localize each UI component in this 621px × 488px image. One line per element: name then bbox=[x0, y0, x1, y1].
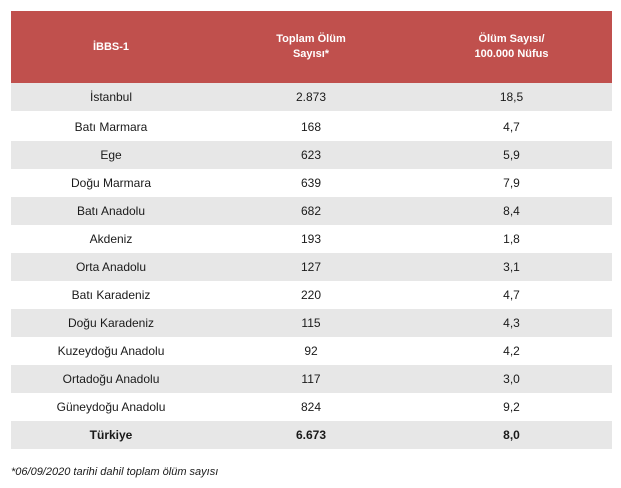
cell-rate: 3,0 bbox=[411, 365, 612, 393]
cell-region: Akdeniz bbox=[11, 225, 211, 253]
table-row: Kuzeydoğu Anadolu 92 4,2 bbox=[11, 337, 612, 365]
cell-deaths: 127 bbox=[211, 253, 411, 281]
table-row: Batı Karadeniz 220 4,7 bbox=[11, 281, 612, 309]
deaths-by-region-table: İBBS-1 Toplam Ölüm Sayısı* Ölüm Sayısı/ … bbox=[11, 11, 612, 449]
table-row: Batı Anadolu 682 8,4 bbox=[11, 197, 612, 225]
total-rate: 8,0 bbox=[411, 421, 612, 449]
header-total-deaths-line2: Sayısı* bbox=[292, 48, 330, 60]
cell-rate: 4,2 bbox=[411, 337, 612, 365]
cell-rate: 4,7 bbox=[411, 281, 612, 309]
cell-region: Ortadoğu Anadolu bbox=[11, 365, 211, 393]
cell-region: Kuzeydoğu Anadolu bbox=[11, 337, 211, 365]
table-body: İstanbul 2.873 18,5 Batı Marmara 168 4,7… bbox=[11, 83, 612, 449]
cell-rate: 5,9 bbox=[411, 141, 612, 169]
cell-deaths: 117 bbox=[211, 365, 411, 393]
table-row: Ege 623 5,9 bbox=[11, 141, 612, 169]
table-row: Doğu Marmara 639 7,9 bbox=[11, 169, 612, 197]
cell-rate: 1,8 bbox=[411, 225, 612, 253]
cell-region: Ege bbox=[11, 141, 211, 169]
table-row: Ortadoğu Anadolu 117 3,0 bbox=[11, 365, 612, 393]
cell-region: Orta Anadolu bbox=[11, 253, 211, 281]
cell-region: Doğu Karadeniz bbox=[11, 309, 211, 337]
cell-region: Güneydoğu Anadolu bbox=[11, 393, 211, 421]
table-row: Orta Anadolu 127 3,1 bbox=[11, 253, 612, 281]
cell-deaths: 824 bbox=[211, 393, 411, 421]
cell-deaths: 220 bbox=[211, 281, 411, 309]
cell-deaths: 639 bbox=[211, 169, 411, 197]
table-header: İBBS-1 Toplam Ölüm Sayısı* Ölüm Sayısı/ … bbox=[11, 11, 612, 83]
total-deaths: 6.673 bbox=[211, 421, 411, 449]
header-death-rate-line1: Ölüm Sayısı/ bbox=[478, 33, 545, 45]
cell-rate: 7,9 bbox=[411, 169, 612, 197]
cell-deaths: 193 bbox=[211, 225, 411, 253]
cell-region: Batı Karadeniz bbox=[11, 281, 211, 309]
cell-region: Doğu Marmara bbox=[11, 169, 211, 197]
header-total-deaths-line1: Toplam Ölüm bbox=[276, 33, 346, 45]
total-region: Türkiye bbox=[11, 421, 211, 449]
cell-rate: 4,7 bbox=[411, 112, 612, 141]
header-death-rate: Ölüm Sayısı/ 100.000 Nüfus bbox=[411, 11, 612, 83]
cell-rate: 3,1 bbox=[411, 253, 612, 281]
header-death-rate-line2: 100.000 Nüfus bbox=[474, 48, 549, 60]
cell-rate: 4,3 bbox=[411, 309, 612, 337]
cell-region: Batı Marmara bbox=[11, 112, 211, 141]
cell-deaths: 623 bbox=[211, 141, 411, 169]
table-row: İstanbul 2.873 18,5 bbox=[11, 83, 612, 112]
cell-deaths: 168 bbox=[211, 112, 411, 141]
header-region-label: İBBS-1 bbox=[92, 40, 130, 53]
table-row: Güneydoğu Anadolu 824 9,2 bbox=[11, 393, 612, 421]
cell-rate: 18,5 bbox=[411, 83, 612, 112]
table-row: Akdeniz 193 1,8 bbox=[11, 225, 612, 253]
header-row: İBBS-1 Toplam Ölüm Sayısı* Ölüm Sayısı/ … bbox=[11, 11, 612, 83]
cell-rate: 8,4 bbox=[411, 197, 612, 225]
table-row: Batı Marmara 168 4,7 bbox=[11, 112, 612, 141]
header-region: İBBS-1 bbox=[11, 11, 211, 83]
total-row: Türkiye 6.673 8,0 bbox=[11, 421, 612, 449]
cell-deaths: 2.873 bbox=[211, 83, 411, 112]
cell-deaths: 92 bbox=[211, 337, 411, 365]
footnote: *06/09/2020 tarihi dahil toplam ölüm say… bbox=[11, 466, 219, 478]
cell-region: İstanbul bbox=[11, 83, 211, 112]
header-total-deaths: Toplam Ölüm Sayısı* bbox=[211, 11, 411, 83]
cell-region: Batı Anadolu bbox=[11, 197, 211, 225]
deaths-by-region-table-container: İBBS-1 Toplam Ölüm Sayısı* Ölüm Sayısı/ … bbox=[11, 11, 612, 449]
cell-deaths: 682 bbox=[211, 197, 411, 225]
cell-deaths: 115 bbox=[211, 309, 411, 337]
cell-rate: 9,2 bbox=[411, 393, 612, 421]
table-row: Doğu Karadeniz 115 4,3 bbox=[11, 309, 612, 337]
